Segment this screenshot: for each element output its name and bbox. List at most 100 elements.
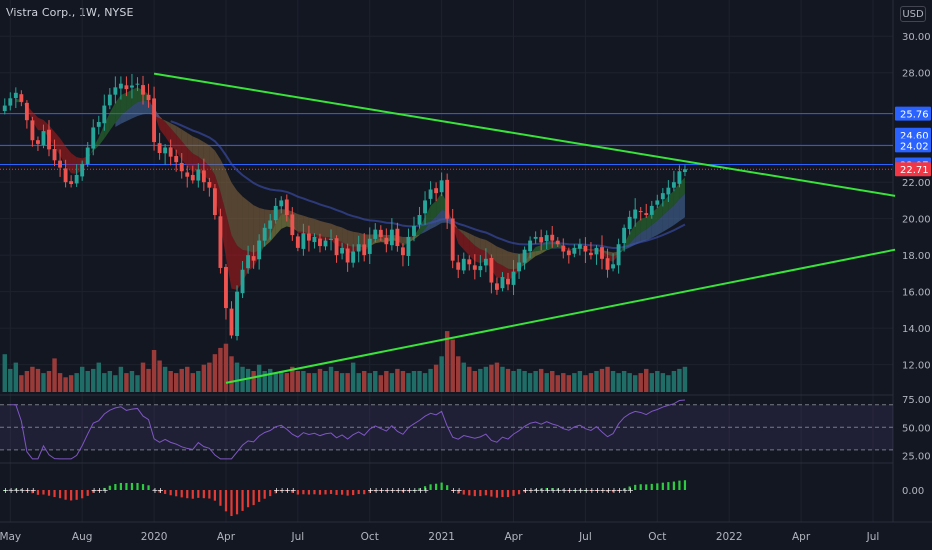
volume-bar — [245, 368, 251, 392]
volume-bar — [74, 373, 79, 392]
histogram-bar — [379, 490, 382, 492]
histogram-cross: + — [19, 486, 26, 495]
time-axis[interactable]: May Aug 2020 Apr Jul Oct 2021 Apr Jul Oct 2022 Apr J… — [0, 531, 879, 543]
histogram-bar — [479, 490, 482, 497]
histogram-cross: + — [456, 486, 463, 495]
histogram-bar — [219, 490, 222, 506]
histogram-bar — [529, 490, 532, 491]
fast-ribbon-segment — [115, 94, 121, 123]
candle-body — [80, 163, 85, 177]
slow-ribbon-segment — [209, 145, 215, 175]
histogram-bar — [202, 490, 205, 499]
volume-bar — [290, 366, 295, 392]
slow-ribbon-segment — [546, 248, 553, 251]
candle-body — [589, 252, 593, 256]
histogram-bar — [490, 490, 493, 497]
histogram-bar — [31, 490, 34, 494]
candle-body — [340, 247, 345, 254]
histogram-cross: + — [528, 486, 535, 495]
candle-body — [196, 169, 201, 181]
candle-body — [13, 92, 18, 99]
volume-bar — [433, 364, 439, 392]
fast-ribbon-segment — [469, 240, 475, 262]
candle-body — [306, 233, 311, 241]
slow-ribbon-segment — [115, 115, 121, 127]
slow-ribbon-segment — [657, 215, 663, 235]
histogram-bar — [324, 490, 327, 495]
price-label-text: 24.60 — [900, 131, 929, 142]
price-label-text: 25.76 — [900, 110, 929, 121]
price-tick-label: 22.00 — [902, 178, 931, 189]
histogram-bar — [64, 490, 67, 500]
horizontal-levels — [0, 113, 893, 170]
histogram-bar — [97, 490, 100, 491]
histogram-bar — [208, 490, 211, 499]
slow-ribbon-segment — [214, 150, 221, 192]
volume-bar — [317, 368, 323, 392]
volume-bar — [422, 373, 428, 392]
histogram-bar — [346, 490, 349, 496]
histogram-bar — [230, 490, 233, 516]
histogram-cross: + — [417, 486, 424, 495]
fast-ribbon-segment — [430, 200, 437, 222]
volume-bar — [256, 364, 262, 392]
candle-body — [318, 238, 322, 247]
fast-ribbon-segment — [662, 196, 669, 216]
volume-bar — [373, 371, 378, 392]
histogram-bar — [274, 490, 277, 494]
candle-body — [52, 149, 57, 161]
fast-ribbon-segment — [673, 182, 680, 206]
trendlines[interactable] — [153, 72, 896, 384]
volume-bar — [533, 371, 538, 392]
histogram-bar — [429, 484, 432, 490]
candle-body — [489, 257, 494, 283]
candle-body — [384, 237, 389, 245]
price-axis[interactable]: 30.0028.0024.0022.0020.0018.0016.0014.00… — [895, 32, 931, 497]
candle-body — [295, 236, 300, 248]
candle-body — [96, 121, 101, 127]
volume-bar — [179, 368, 184, 392]
volume-bar — [323, 371, 328, 392]
histogram-cross: + — [450, 486, 457, 495]
candle-body — [506, 278, 510, 285]
candle-body — [185, 172, 190, 177]
histogram-tick-label: 0.00 — [902, 486, 924, 497]
volume-bar — [444, 331, 450, 392]
histogram-cross: + — [566, 486, 573, 495]
histogram-cross: + — [616, 486, 623, 495]
histogram-bar — [451, 490, 454, 491]
histogram-bar — [401, 490, 405, 493]
volume-bar — [118, 366, 124, 392]
volume-bar — [102, 373, 107, 392]
histogram-bar — [302, 490, 305, 495]
histogram-bar — [650, 483, 653, 490]
price-label-box — [895, 106, 931, 121]
histogram-bar — [656, 483, 659, 490]
fast-ribbon-segment — [496, 262, 503, 278]
volume-bar — [301, 371, 306, 392]
slow-ribbon-segment — [198, 138, 204, 162]
fast-ribbon-segment — [165, 121, 171, 145]
histogram-cross: + — [284, 486, 291, 495]
candle-body — [577, 244, 582, 249]
volume-bar — [151, 350, 157, 392]
time-tick-label: Oct — [648, 531, 666, 543]
candle-body — [69, 181, 74, 185]
slow-ribbon-segment — [248, 200, 254, 253]
candle-body — [423, 200, 427, 214]
histogram-bar — [678, 480, 681, 490]
slow-ribbon-segment — [331, 223, 337, 241]
candle-body — [461, 258, 466, 271]
slow-ribbon-segment — [662, 210, 669, 232]
histogram-cross: + — [30, 486, 37, 495]
volume-bar — [2, 354, 7, 392]
volume-bar — [68, 375, 74, 392]
fast-ribbon-segment — [225, 212, 232, 289]
histogram-bar — [517, 490, 521, 495]
currency-button[interactable]: USD — [900, 6, 926, 22]
histogram-bar — [606, 490, 609, 493]
candle-body — [517, 262, 521, 272]
candle-body — [555, 240, 560, 245]
candle-body — [362, 244, 367, 256]
